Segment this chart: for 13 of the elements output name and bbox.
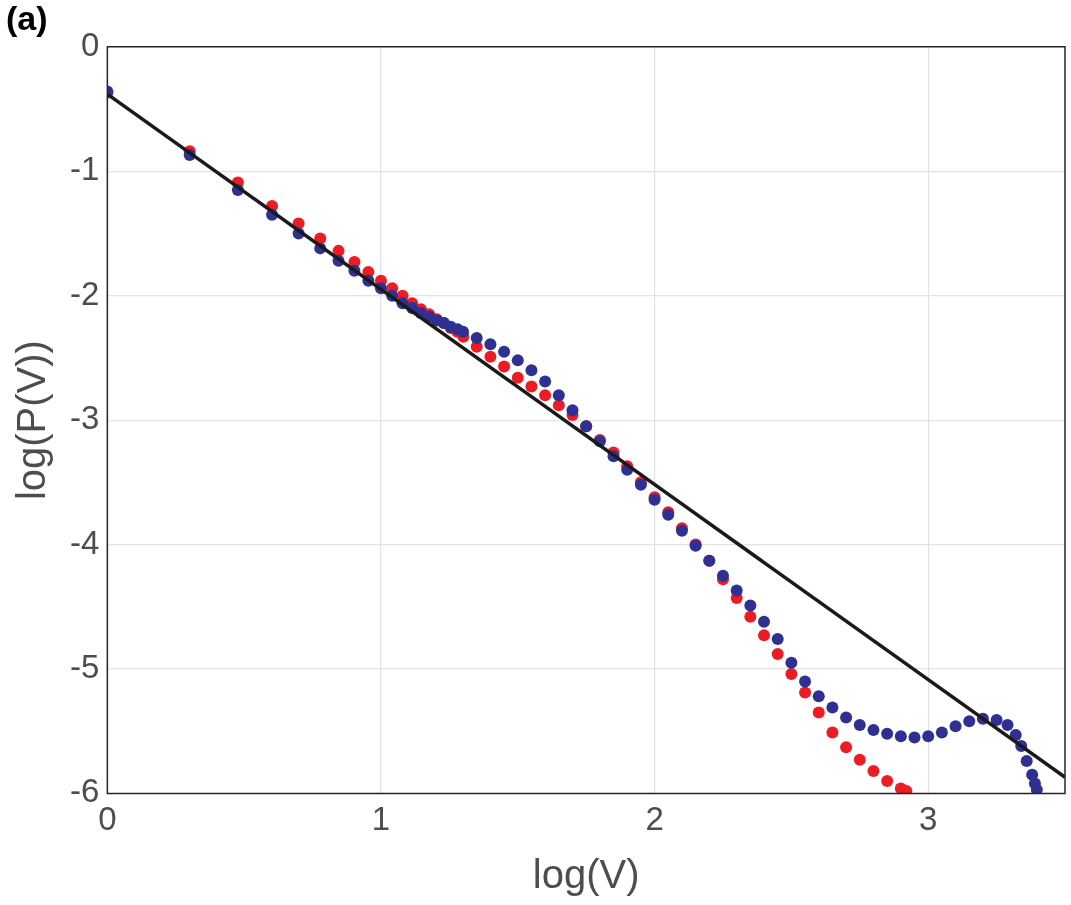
x-tick-label: 1 bbox=[371, 800, 391, 838]
y-tick-label: -5 bbox=[70, 648, 100, 686]
y-tick-label: 0 bbox=[80, 25, 100, 63]
chart-title: (a) bbox=[6, 0, 48, 37]
y-axis-title: log(P(V)) bbox=[9, 340, 54, 501]
y-tick-label: -1 bbox=[70, 150, 100, 188]
x-tick-label: 3 bbox=[919, 800, 938, 838]
y-tick-label: -6 bbox=[70, 772, 100, 810]
x-tick-label: 2 bbox=[645, 800, 664, 838]
y-tick-label: -4 bbox=[70, 523, 100, 561]
y-tick-label: -3 bbox=[70, 399, 100, 437]
y-tick-label: -2 bbox=[70, 274, 100, 312]
x-axis-title: log(V) bbox=[532, 852, 640, 897]
